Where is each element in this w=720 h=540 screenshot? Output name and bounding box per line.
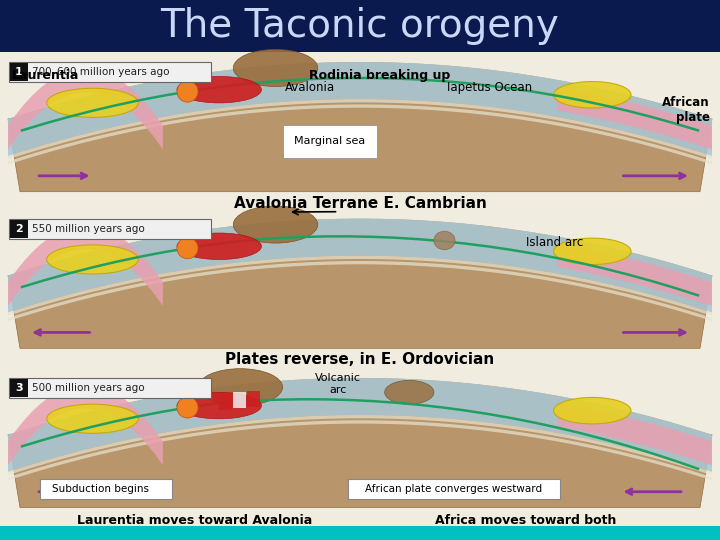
Text: Volcanic
arc: Volcanic arc — [315, 373, 361, 395]
Ellipse shape — [384, 380, 434, 404]
Text: 700–600 million years ago: 700–600 million years ago — [32, 68, 169, 77]
Polygon shape — [8, 378, 712, 439]
Ellipse shape — [233, 206, 318, 243]
Ellipse shape — [198, 369, 282, 406]
Ellipse shape — [554, 82, 631, 108]
Bar — [10, 63, 28, 82]
Text: 500 million years ago: 500 million years ago — [32, 383, 145, 393]
FancyBboxPatch shape — [9, 379, 211, 399]
Text: Plates reverse, in E. Ordovician: Plates reverse, in E. Ordovician — [225, 352, 495, 367]
Text: Avalonia: Avalonia — [285, 82, 335, 94]
Bar — [219, 394, 232, 410]
Text: 550 million years ago: 550 million years ago — [32, 224, 145, 234]
Bar — [233, 393, 246, 408]
Text: Rodinia breaking up: Rodinia breaking up — [310, 70, 451, 83]
Text: The Taconic orogeny: The Taconic orogeny — [161, 7, 559, 45]
Polygon shape — [8, 62, 712, 123]
FancyBboxPatch shape — [9, 63, 211, 83]
Polygon shape — [8, 225, 163, 306]
Text: Africa moves toward both: Africa moves toward both — [435, 514, 616, 526]
Text: 1: 1 — [15, 68, 23, 77]
Ellipse shape — [177, 77, 261, 103]
Polygon shape — [8, 256, 712, 316]
Bar — [10, 379, 28, 397]
Text: Island arc: Island arc — [526, 236, 583, 249]
FancyBboxPatch shape — [9, 219, 211, 239]
Ellipse shape — [177, 233, 261, 260]
FancyBboxPatch shape — [40, 478, 172, 498]
Text: Avalonia Terrane E. Cambrian: Avalonia Terrane E. Cambrian — [233, 195, 487, 211]
Ellipse shape — [177, 393, 261, 419]
Ellipse shape — [47, 89, 138, 117]
Polygon shape — [8, 104, 712, 165]
Polygon shape — [8, 275, 712, 348]
Polygon shape — [557, 402, 712, 465]
Polygon shape — [8, 435, 712, 508]
Text: 2: 2 — [15, 224, 23, 234]
Text: Subduction begins: Subduction begins — [53, 484, 149, 494]
Bar — [248, 391, 260, 407]
Text: Laurentia moves toward Avalonia: Laurentia moves toward Avalonia — [77, 514, 312, 526]
Ellipse shape — [554, 397, 631, 424]
Polygon shape — [8, 119, 712, 192]
Polygon shape — [8, 219, 712, 280]
Text: African
plate: African plate — [662, 96, 710, 124]
Polygon shape — [8, 420, 712, 481]
Bar — [10, 220, 28, 238]
Ellipse shape — [47, 404, 138, 433]
Bar — [0, 526, 720, 540]
Polygon shape — [8, 261, 712, 321]
Polygon shape — [8, 219, 712, 313]
Polygon shape — [8, 62, 712, 156]
FancyBboxPatch shape — [348, 478, 559, 498]
Circle shape — [177, 397, 198, 418]
Circle shape — [177, 238, 198, 259]
Text: Laurentia: Laurentia — [12, 69, 79, 82]
Text: Marginal sea: Marginal sea — [294, 137, 366, 146]
Polygon shape — [8, 99, 712, 159]
Polygon shape — [8, 378, 712, 472]
Ellipse shape — [233, 50, 318, 86]
Polygon shape — [8, 69, 163, 150]
Polygon shape — [557, 86, 712, 150]
Ellipse shape — [47, 245, 138, 274]
Text: Iapetus Ocean: Iapetus Ocean — [447, 82, 533, 94]
Bar — [0, 0, 720, 52]
Circle shape — [177, 81, 198, 102]
Polygon shape — [557, 243, 712, 306]
Polygon shape — [8, 415, 712, 475]
Text: African plate converges westward: African plate converges westward — [365, 484, 542, 494]
Ellipse shape — [554, 238, 631, 265]
Ellipse shape — [434, 231, 455, 249]
Text: 3: 3 — [15, 383, 23, 393]
Polygon shape — [8, 384, 163, 465]
